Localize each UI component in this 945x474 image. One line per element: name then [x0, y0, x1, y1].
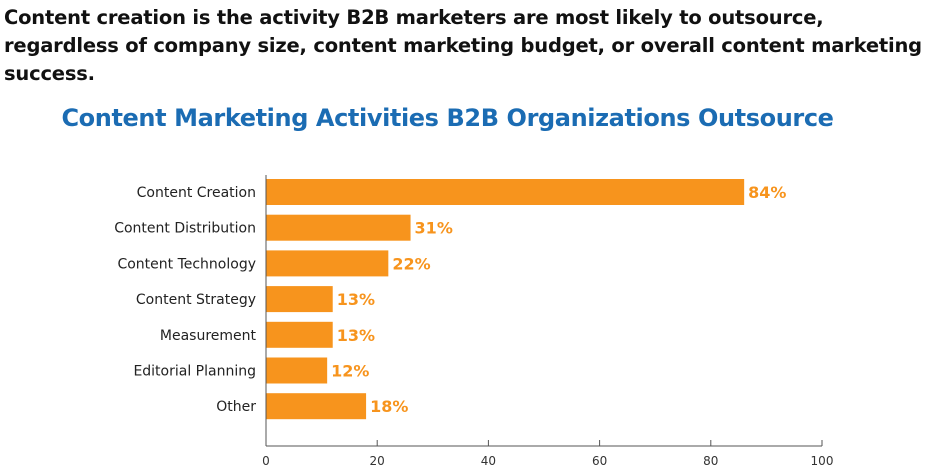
bar-content-strategy: [266, 286, 333, 313]
data-label-content-technology: 22%: [392, 254, 430, 273]
category-label-content-strategy: Content Strategy: [136, 292, 256, 308]
category-label-content-creation: Content Creation: [137, 185, 256, 201]
x-tick-label: 100: [811, 454, 834, 468]
data-label-editorial-planning: 12%: [331, 362, 369, 381]
data-label-content-strategy: 13%: [337, 290, 375, 309]
bar-editorial-planning: [266, 357, 328, 384]
x-tick-label: 80: [703, 454, 718, 468]
x-tick-label: 0: [262, 454, 270, 468]
headline: Content creation is the activity B2B mar…: [4, 6, 922, 85]
category-label-measurement: Measurement: [160, 328, 257, 344]
x-tick-label: 20: [370, 454, 385, 468]
bar-content-creation: [266, 179, 745, 205]
bar-measurement: [266, 321, 333, 348]
x-tick-label: 40: [481, 454, 496, 468]
bar-content-technology: [266, 250, 389, 277]
x-tick-label: 60: [592, 454, 607, 468]
category-label-content-distribution: Content Distribution: [114, 221, 256, 237]
bar-other: [266, 393, 367, 420]
category-label-editorial-planning: Editorial Planning: [133, 364, 256, 380]
chart-title: Content Marketing Activities B2B Organiz…: [61, 104, 834, 132]
data-label-content-distribution: 31%: [415, 219, 453, 238]
data-label-other: 18%: [370, 397, 408, 416]
data-label-measurement: 13%: [337, 326, 375, 345]
bar-content-distribution: [266, 214, 411, 241]
x-axis: 0 20 40 60 80 100: [262, 175, 833, 468]
category-label-content-technology: Content Technology: [117, 256, 256, 272]
bars-layer: Content Creation 84% Content Distribution 3…: [114, 179, 786, 420]
category-label-other: Other: [216, 399, 256, 415]
data-label-content-creation: 84%: [748, 183, 786, 202]
